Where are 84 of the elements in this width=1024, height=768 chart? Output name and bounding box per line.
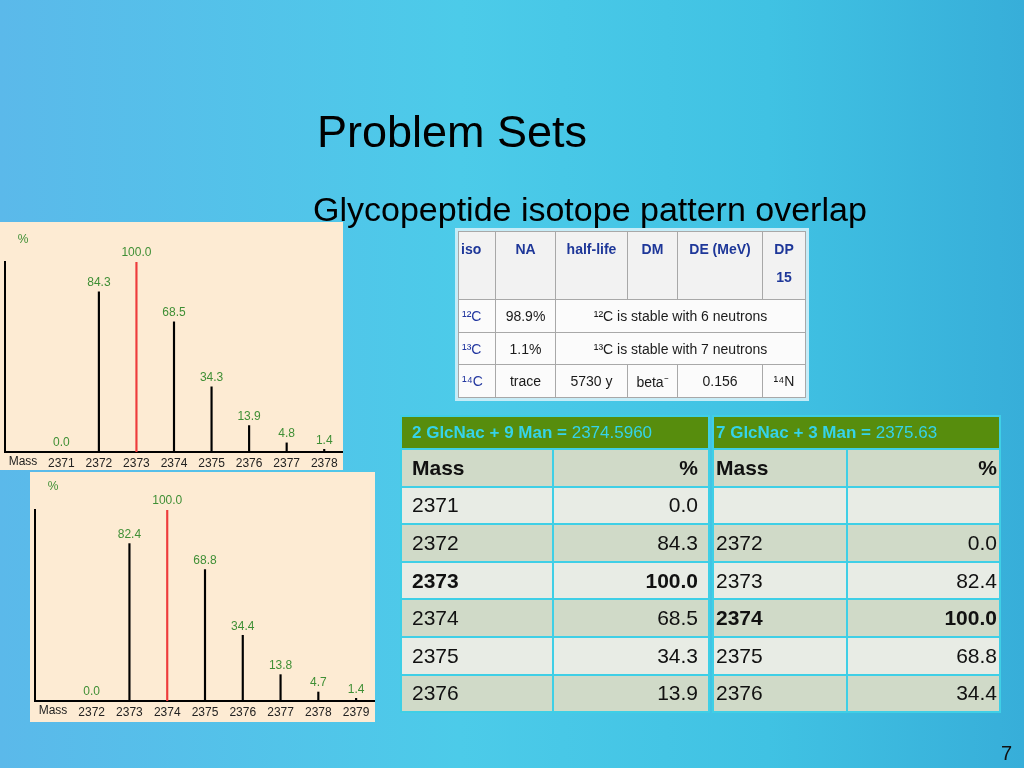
data-label: 0.0 (52, 435, 70, 450)
x-tick-label: 2376 (229, 704, 257, 719)
data-label: 34.3 (553, 636, 710, 675)
data-label: 13.9 (237, 408, 262, 423)
data-label: 0.0 (553, 486, 710, 525)
x-tick-label: 2374 (160, 455, 188, 470)
text: ¹²C (462, 308, 482, 324)
data-label: 100.0 (152, 493, 183, 508)
y-axis-title: Mass (713, 449, 847, 487)
data-label: 34.4 (847, 674, 1000, 713)
data-label: 13.8 (268, 657, 293, 672)
text: 5730 y (570, 373, 613, 389)
text: half-life (566, 241, 617, 257)
x-tick-label: 2378 (310, 455, 338, 470)
x-tick-label: 2371 (47, 455, 75, 470)
data-label: 100.0 (121, 245, 152, 260)
data-label: 100.0 (847, 599, 1000, 637)
text: Glycopeptide isotope pattern overlap (313, 190, 867, 228)
text: ¹³C (462, 340, 482, 357)
x-tick-label: 2373 (123, 455, 151, 470)
bar (135, 262, 138, 452)
x-tick-label: % (553, 449, 710, 487)
y-axis-title: Mass (401, 449, 553, 487)
y-axis-title: % (17, 232, 29, 247)
x-tick-label: 2379 (342, 704, 370, 719)
text: DP 15 (774, 241, 794, 285)
x-tick-label: 2372 (85, 455, 113, 470)
text: DM (641, 241, 664, 257)
y-tick-label: 2372 (713, 524, 847, 562)
text: ¹⁴N (773, 373, 795, 389)
text: beta⁻ (636, 373, 669, 390)
bar (166, 510, 169, 701)
x-tick-label: 2375 (191, 704, 219, 719)
text: 0.156 (702, 373, 738, 389)
y-tick-label: 2373 (401, 561, 553, 600)
y-tick-label: 2372 (401, 524, 553, 562)
data-label: 34.4 (231, 618, 255, 633)
data-label: 0.0 (847, 524, 1000, 562)
data-label: 68.5 (162, 305, 186, 320)
data-label: 4.8 (278, 426, 296, 441)
text: 7 (1001, 742, 1013, 764)
chart-title: 7 GlcNac + 3 Man = 2375.63 (716, 422, 938, 442)
y-tick-label: 2375 (713, 636, 847, 675)
data-label: 100.0 (553, 561, 710, 600)
text: trace (509, 373, 542, 389)
data-label: 4.7 (309, 675, 327, 690)
data-label: 68.5 (553, 599, 710, 637)
text: DE (MeV) (689, 241, 751, 257)
text: ¹³C is stable with 7 neutrons (593, 340, 768, 357)
y-tick-label: 2375 (401, 636, 553, 675)
data-label: 13.9 (553, 674, 710, 713)
data-label: 68.8 (193, 552, 217, 567)
x-axis-title: Mass (8, 454, 38, 469)
text: 1.1% (509, 340, 542, 357)
y-tick-label: 2371 (401, 486, 553, 525)
data-label: 34.3 (199, 370, 224, 385)
x-tick-label: 2374 (153, 704, 181, 719)
data-label: 68.8 (847, 636, 1000, 675)
x-tick-label: 2372 (78, 704, 106, 719)
text: 98.9% (505, 308, 546, 324)
data-label: 1.4 (315, 432, 333, 447)
y-tick-label: 2374 (401, 599, 553, 637)
text: ¹⁴C (462, 373, 483, 389)
x-tick-label: 2375 (198, 455, 226, 470)
x-tick-label: 2378 (304, 704, 332, 719)
text: ¹²C is stable with 6 neutrons (593, 308, 768, 324)
text: iso (461, 241, 482, 257)
data-label: 0.0 (83, 684, 101, 699)
data-label: 82.4 (847, 561, 1000, 600)
y-tick-label: 2374 (713, 599, 847, 637)
data-label: 84.3 (553, 524, 710, 562)
data-label: 82.4 (117, 526, 142, 541)
text: NA (515, 241, 536, 257)
chart-title: 2 GlcNac + 9 Man = 2374.5960 (412, 422, 653, 442)
text: Problem Sets (317, 106, 588, 157)
data-label: 1.4 (347, 681, 365, 696)
x-tick-label: 2373 (116, 704, 144, 719)
x-tick-label: 2377 (267, 704, 295, 719)
x-tick-label: 2377 (273, 455, 301, 470)
x-axis-title: Mass (38, 703, 68, 718)
x-tick-label: 2376 (235, 455, 263, 470)
data-label: 84.3 (87, 275, 111, 290)
y-tick-label: 2373 (713, 561, 847, 600)
x-tick-label: % (847, 449, 1000, 487)
